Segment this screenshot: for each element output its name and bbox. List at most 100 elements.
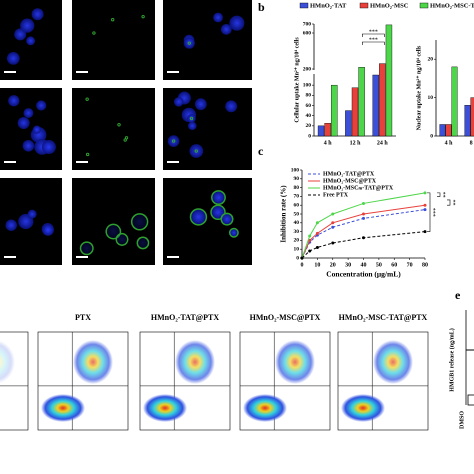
legend-label: Free PTX	[323, 192, 349, 198]
point	[308, 249, 312, 253]
y-axis-label: Nuclear uptake Mn²⁺ ng/10⁴ cells	[415, 45, 422, 130]
legend-swatch	[419, 2, 429, 9]
green-signal	[115, 232, 129, 246]
y-axis-label: Inhibition rate (%)	[280, 185, 288, 243]
cell	[131, 213, 148, 230]
population	[0, 340, 15, 384]
image-panel	[72, 0, 155, 80]
green-signal	[141, 14, 145, 19]
point	[362, 236, 365, 240]
population	[275, 340, 315, 384]
x-tick-label: 50	[376, 262, 382, 268]
green-signal	[210, 204, 226, 221]
cell	[137, 237, 149, 249]
y-tick-label: 100	[291, 167, 300, 173]
y-tick-label: 0	[430, 133, 433, 139]
bar	[317, 125, 325, 137]
y-tick-label: 100	[303, 82, 312, 88]
population	[243, 394, 287, 422]
x-axis-label: Concentration (μg/mL)	[326, 270, 401, 279]
legend-label: HMnO₂-MSC@PTX	[323, 178, 377, 184]
x-tick-label: 70	[407, 262, 413, 268]
green-signal	[189, 208, 208, 226]
point	[331, 212, 335, 216]
cell	[211, 190, 226, 205]
point	[423, 203, 427, 207]
y-tick-label: 20	[428, 56, 434, 62]
green-signal	[117, 123, 121, 127]
x-tick-label: DMSO	[459, 411, 465, 429]
x-tick-label: 4 h	[445, 140, 454, 146]
point	[315, 231, 319, 235]
y-tick-label: 80	[294, 185, 300, 191]
image-panel	[163, 178, 252, 265]
significance-label: **	[440, 192, 446, 198]
legend-swatch	[359, 2, 369, 9]
point	[362, 216, 365, 220]
y-tick-label: 700	[303, 21, 312, 27]
cell	[20, 18, 35, 33]
cell	[229, 228, 239, 237]
cell	[32, 125, 41, 134]
panel-label: e	[455, 288, 461, 302]
cell	[31, 8, 44, 21]
cell	[188, 121, 197, 131]
line	[301, 209, 426, 259]
y-tick-label: 60	[306, 103, 312, 109]
cell	[36, 100, 47, 111]
y-tick-label: 20	[306, 123, 312, 129]
cell	[22, 139, 35, 152]
y-tick-label: 200	[303, 66, 312, 72]
bar	[345, 110, 352, 137]
cell	[80, 242, 93, 255]
point	[362, 201, 365, 205]
population	[41, 394, 85, 422]
green-signal	[194, 149, 199, 153]
y-tick-label: 20	[294, 238, 300, 244]
x-tick-label: 40	[361, 262, 367, 268]
point	[423, 191, 427, 195]
cell	[167, 135, 180, 147]
green-signal	[105, 223, 122, 240]
green-signal	[211, 190, 226, 206]
green-signal	[171, 139, 176, 143]
green-signal	[85, 97, 89, 101]
bar	[464, 105, 471, 137]
green-signal	[130, 213, 149, 231]
x-tick-label: 60	[391, 262, 397, 268]
bar	[331, 84, 338, 137]
cell	[27, 209, 37, 219]
population	[341, 394, 385, 422]
significance-bracket	[362, 41, 385, 45]
population	[175, 340, 215, 384]
green-signal	[189, 116, 194, 121]
x-tick-label: 12 h	[350, 140, 362, 146]
line	[301, 204, 426, 259]
point	[315, 221, 319, 225]
point	[308, 234, 312, 238]
x-tick-label: 20	[330, 262, 336, 268]
x-tick-label: 80	[422, 262, 428, 268]
cell	[17, 116, 30, 129]
cell	[106, 224, 121, 239]
cell	[42, 224, 54, 236]
microscopy-grid	[0, 0, 252, 265]
legend-label: HMnO₂-MSC	[370, 2, 409, 9]
point	[331, 241, 335, 245]
cell	[189, 144, 204, 158]
y-tick-label: 0	[308, 133, 311, 139]
legend-label: HMnO₂-MSC-TAT	[430, 2, 474, 9]
legend-swatch	[299, 2, 309, 9]
y-tick-label: 70	[294, 194, 300, 200]
flow-title: HMnO₂-TAT@PTX	[151, 313, 219, 322]
green-signal	[124, 136, 129, 140]
significance-label: ***	[369, 37, 378, 43]
point	[331, 221, 335, 225]
point	[362, 212, 365, 216]
y-tick-label: 30	[294, 229, 300, 235]
cell	[229, 15, 245, 31]
image-panel	[72, 88, 155, 170]
cell	[6, 51, 20, 65]
significance-bracket	[447, 199, 451, 206]
population	[143, 394, 187, 422]
